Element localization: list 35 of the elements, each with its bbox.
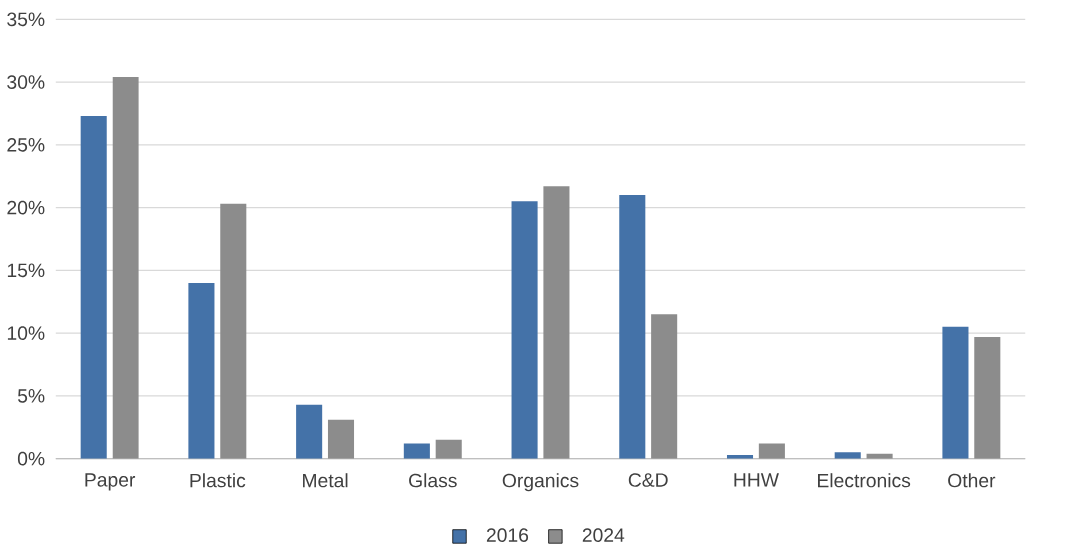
bar — [619, 194, 646, 459]
x-tick-label: Glass — [409, 473, 457, 488]
bar — [296, 404, 323, 459]
x-tick-label: Organics — [502, 473, 579, 491]
bar — [942, 326, 969, 459]
bar — [435, 439, 462, 459]
bar — [543, 186, 570, 459]
x-tick-label: Other — [948, 473, 996, 488]
x-tick-label: C&D — [628, 473, 668, 487]
bar — [403, 443, 430, 459]
bar — [327, 419, 355, 459]
y-tick-label: 35% — [7, 12, 45, 26]
y-tick-label: 25% — [7, 137, 45, 152]
y-tick-label: 10% — [7, 326, 45, 340]
bar — [220, 203, 247, 459]
x-tick-label: Electronics — [818, 473, 911, 488]
bar — [974, 336, 1001, 459]
y-tick-label: 5% — [17, 388, 45, 403]
y-tick-label: 15% — [7, 263, 45, 277]
bar — [80, 115, 107, 459]
bar — [758, 443, 785, 459]
y-tick-label: 0% — [17, 451, 45, 466]
bar — [511, 201, 538, 459]
bar — [188, 282, 215, 459]
x-tick-label: Metal — [303, 473, 348, 488]
x-tick-label: Plastic — [190, 473, 246, 488]
bar — [651, 314, 678, 459]
legend-label: 2016 — [486, 528, 529, 542]
bar — [834, 452, 861, 459]
y-tick-label: 30% — [7, 75, 45, 89]
bar — [112, 76, 139, 459]
y-tick-label: 20% — [7, 200, 45, 215]
x-tick-label: Paper — [85, 473, 136, 491]
x-tick-label: HHW — [734, 473, 779, 487]
legend-label: 2024 — [582, 528, 625, 542]
